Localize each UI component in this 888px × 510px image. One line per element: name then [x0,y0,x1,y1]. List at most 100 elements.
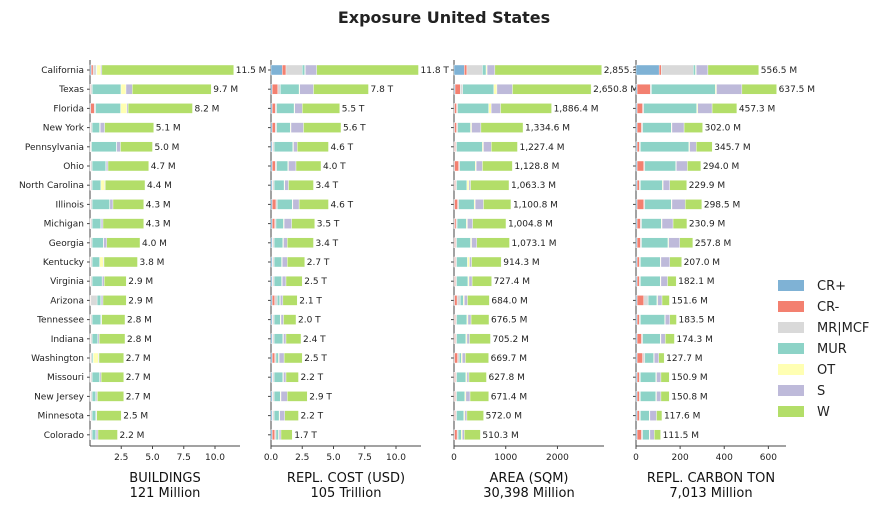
bar-segment-mr-mcf [643,295,649,306]
bar-segment-w [297,141,329,153]
bar-segment-mur [92,83,122,95]
bar-segment-w [469,391,489,402]
bar-segment-s [466,372,470,383]
value-label: 1,227.4 M [519,143,564,153]
bar-segment-mur [651,83,716,95]
state-label: New Jersey [34,392,85,402]
bar-segment-w [656,410,663,421]
value-label: 637.5 M [779,85,815,95]
bar-segment-mur [642,333,661,344]
bar-segment-s [471,237,477,249]
value-label: 4.6 T [331,200,354,210]
value-label: 345.7 M [714,143,750,153]
bar-segment-w [683,122,703,133]
panel-2: 0.0 2.5 5.0 7.5 10.0 11.8 T 7.8 T 5.5 T 5.6 T 4.6… [264,60,449,501]
bar-segment-mur [641,218,662,229]
legend: CR+ CR- MR|MCF MUR OT SW [778,279,869,420]
bar-segment-s [462,352,466,364]
bar-segment-w [287,256,305,268]
bar-segment-mr-mcf [466,64,483,76]
value-label: 457.3 M [739,104,775,114]
bar-segment-cr- [272,429,275,440]
bar-segment-s [468,179,471,191]
value-label: 2.0 T [298,316,321,326]
bar-segment-w [469,333,491,344]
value-label: 7.8 T [371,85,394,95]
bar-segment-w [661,295,670,306]
x-tick-label: 2.5 [114,453,128,463]
bar-segment-cr- [636,410,640,421]
bar-segment-mur [91,160,107,172]
bar-segment-cr- [636,314,640,325]
legend-swatch [778,343,804,354]
bar-segment-s [278,352,285,364]
state-label: Illinois [55,200,84,210]
bar-segment-w [660,391,670,402]
x-tick-label: 400 [716,453,733,463]
bar-segment-mur [640,256,661,268]
bar-segment-s [294,103,303,114]
x-tick-label: 0 [633,453,639,463]
bar-segment-s [662,179,670,191]
bar-segment-s [671,122,685,133]
bar-segment-mur [640,391,657,402]
state-label: Texas [58,85,84,95]
bar-segment-w [285,276,303,287]
value-label: 229.9 M [689,181,725,191]
value-label: 1,128.8 M [514,162,559,172]
bar-segment-s [278,429,282,440]
bar-segment-w [102,218,144,229]
value-label: 1,073.1 M [512,239,557,249]
bar-segment-w [313,83,369,95]
value-label: 2,855.3 [604,66,638,76]
bar-segment-mur [91,372,100,383]
bar-segment-w [127,103,193,114]
bar-segment-mur [640,314,665,325]
bar-segment-cr- [454,218,457,229]
value-label: 2.4 T [303,335,326,345]
bar-segment-cr- [636,160,644,172]
bar-segment-mur [273,333,284,344]
bar-segment-w [303,122,342,133]
bar-segment-cr- [454,83,461,95]
value-label: 151.6 M [671,296,707,306]
value-label: 556.5 M [761,66,797,76]
state-label: Ohio [63,162,84,172]
bar-segment-cr- [636,237,641,249]
value-label: 4.6 T [331,143,354,153]
panel-1: California Texas Florida New York Pennsylvan… [19,60,266,501]
bar-segment-mur [640,179,663,191]
bar-segment-mur [273,237,284,249]
bar-segment-ot [488,103,492,114]
value-label: 2.2 M [120,431,145,441]
bar-segment-mur [91,314,102,325]
bar-segment-w [467,295,490,306]
legend-label: CR+ [817,279,846,294]
bar-segment-w [288,179,314,191]
legend-label: MUR [817,342,847,357]
bar-segment-cr- [636,333,642,344]
bar-segment-mur [456,179,468,191]
bar-segment-s [100,218,104,229]
bar-segment-s [283,372,287,383]
bar-segment-cr- [272,218,275,229]
value-label: 2.9 T [309,392,332,402]
bar-segment-cr- [454,160,459,172]
bar-segment-s [284,179,289,191]
bar-segment-mur [91,410,97,421]
value-label: 5.6 T [343,124,366,134]
bar-segment-mr-mcf [460,83,463,95]
bar-segment-w [132,83,212,95]
bar-segment-w [112,199,144,210]
bar-segment-w [470,179,510,191]
value-label: 111.5 M [663,431,699,441]
value-label: 2.9 M [128,277,153,287]
bar-segment-cr- [454,352,458,364]
bar-segment-s [676,160,688,172]
bar-segment-mur [91,199,110,210]
bar-segment-cr- [272,352,275,364]
value-label: 2.7 T [307,258,330,268]
bar-segment-mur [640,410,650,421]
panel-3: 0 1000 2000 2,855.3 2,650.8 M 1,886.4 M 1,334.… [451,60,638,501]
bar-segment-cr- [636,141,640,153]
